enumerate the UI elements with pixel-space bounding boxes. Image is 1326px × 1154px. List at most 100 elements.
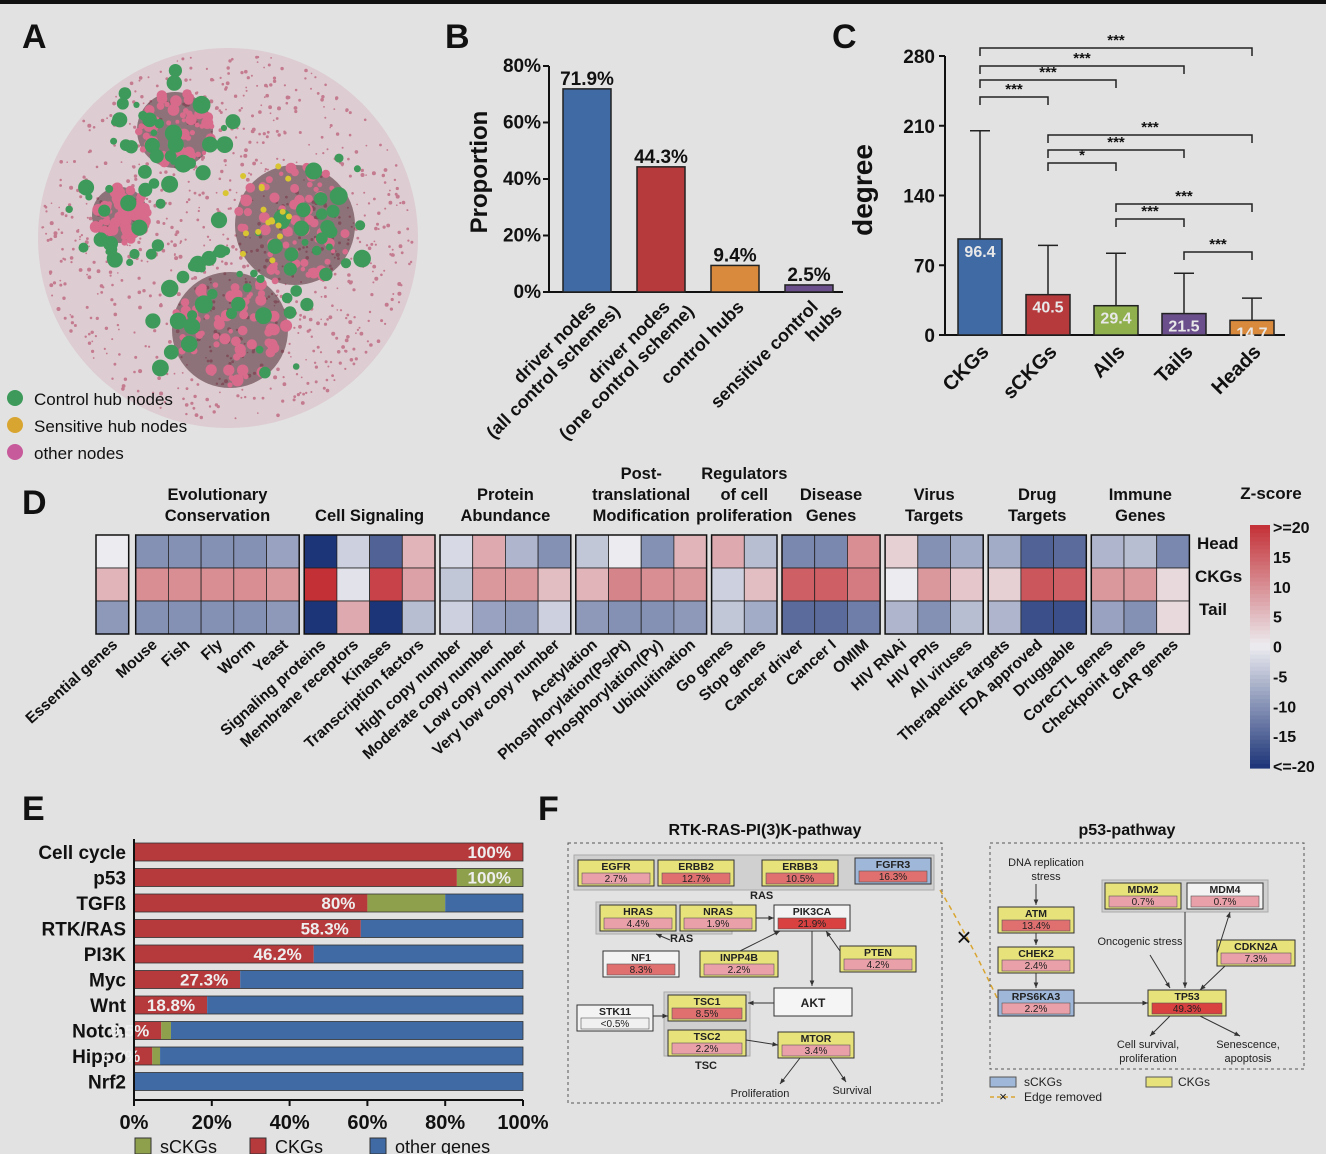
network-node	[280, 66, 284, 71]
e-bar-ckgs	[134, 970, 241, 989]
network-node	[208, 405, 212, 408]
network-node	[86, 237, 89, 241]
network-node	[184, 78, 188, 82]
network-node	[235, 248, 238, 251]
network-node	[400, 284, 403, 287]
colorbar-segment	[1250, 646, 1270, 652]
c-value-label: 96.4	[964, 244, 995, 261]
network-node	[245, 86, 248, 89]
network-node	[214, 315, 221, 322]
legend-label-other: other nodes	[34, 444, 124, 463]
network-node	[325, 388, 330, 393]
control-hub-node	[152, 359, 169, 377]
c-sig-bracket	[1047, 149, 1185, 158]
c-ytick-label: 70	[914, 256, 935, 277]
network-node	[114, 211, 125, 222]
colorbar-segment	[1250, 695, 1270, 700]
network-node	[70, 215, 74, 219]
network-node	[193, 191, 197, 195]
heatmap-group-title: Post-	[621, 465, 662, 483]
e-bar-other-genes	[207, 996, 523, 1014]
colorbar-segment	[1250, 573, 1270, 579]
heatmap-cell	[950, 600, 984, 635]
network-node	[246, 339, 257, 350]
colorbar-tick-label: <=-20	[1273, 759, 1315, 776]
network-node	[242, 196, 249, 204]
proportion-bar-chart: Proportion 0%20%40%60%80%71.9%driver nod…	[466, 56, 846, 444]
network-node	[108, 270, 113, 274]
network-node	[172, 173, 176, 177]
b-ytick-label: 20%	[503, 226, 541, 247]
heatmap-group-box	[781, 534, 881, 635]
network-node	[407, 239, 410, 242]
control-hub-node	[168, 64, 182, 78]
network-node	[68, 203, 72, 207]
colorbar-segment	[1250, 610, 1270, 615]
network-node	[52, 281, 57, 285]
network-node	[142, 289, 146, 293]
e-bar-sckgs	[367, 894, 446, 912]
network-node	[148, 200, 152, 203]
network-node	[323, 322, 328, 326]
control-hub-node	[319, 267, 333, 282]
heatmap-group-box	[575, 534, 708, 635]
control-hub-node	[129, 248, 140, 260]
network-node	[136, 389, 140, 393]
network-node	[185, 114, 197, 126]
heatmap-column-label: Worm	[215, 636, 259, 678]
network-node	[377, 211, 381, 215]
c-ytick-label: 0	[924, 326, 935, 347]
network-node	[256, 141, 259, 144]
network-node	[159, 70, 162, 74]
b-ytick-label: 0%	[514, 282, 542, 303]
network-node	[95, 316, 99, 320]
network-node	[393, 178, 397, 182]
b-bar-sensitive-control-hubs	[784, 284, 834, 293]
heatmap-cell	[743, 567, 778, 602]
control-hub-node	[281, 292, 293, 304]
network-node	[189, 78, 192, 81]
network-node	[349, 358, 354, 362]
network-node	[214, 107, 218, 110]
network-node	[209, 99, 214, 104]
network-node	[256, 84, 259, 87]
heatmap-cell	[200, 600, 235, 635]
network-node	[333, 108, 336, 110]
control-hub-node	[283, 306, 297, 319]
heatmap-cell	[781, 534, 816, 569]
colorbar-segment	[1250, 711, 1270, 716]
panel-label-d: D	[22, 484, 47, 522]
network-node	[345, 316, 348, 320]
c-sig-bracket	[1115, 203, 1253, 212]
heatmap-cell	[673, 534, 708, 569]
network-node	[298, 324, 302, 329]
network-node	[226, 237, 230, 241]
e-value-label: 9.5%	[110, 1022, 149, 1041]
network-node	[70, 261, 73, 264]
heatmap-cell	[711, 567, 745, 602]
network-node	[168, 201, 172, 206]
network-node	[359, 331, 364, 336]
network-node	[228, 375, 235, 381]
heatmap-group-title: proliferation	[696, 507, 792, 525]
network-node	[189, 66, 193, 70]
colorbar-segment	[1250, 638, 1270, 644]
network-node	[198, 206, 200, 209]
control-hub-node	[163, 344, 179, 360]
heatmap-group-box	[439, 534, 572, 635]
network-node	[351, 192, 354, 195]
network-node	[287, 351, 291, 355]
network-node	[251, 114, 254, 118]
network-node	[395, 194, 400, 199]
e-xtick-label: 20%	[192, 1112, 232, 1134]
network-node	[185, 412, 188, 416]
network-node	[241, 388, 244, 391]
network-node	[340, 229, 350, 239]
network-node	[59, 178, 62, 182]
network-node	[383, 181, 387, 184]
control-hub-node	[169, 312, 187, 330]
network-node	[345, 108, 349, 112]
network-node	[173, 253, 176, 256]
heatmap-cell	[233, 567, 267, 602]
